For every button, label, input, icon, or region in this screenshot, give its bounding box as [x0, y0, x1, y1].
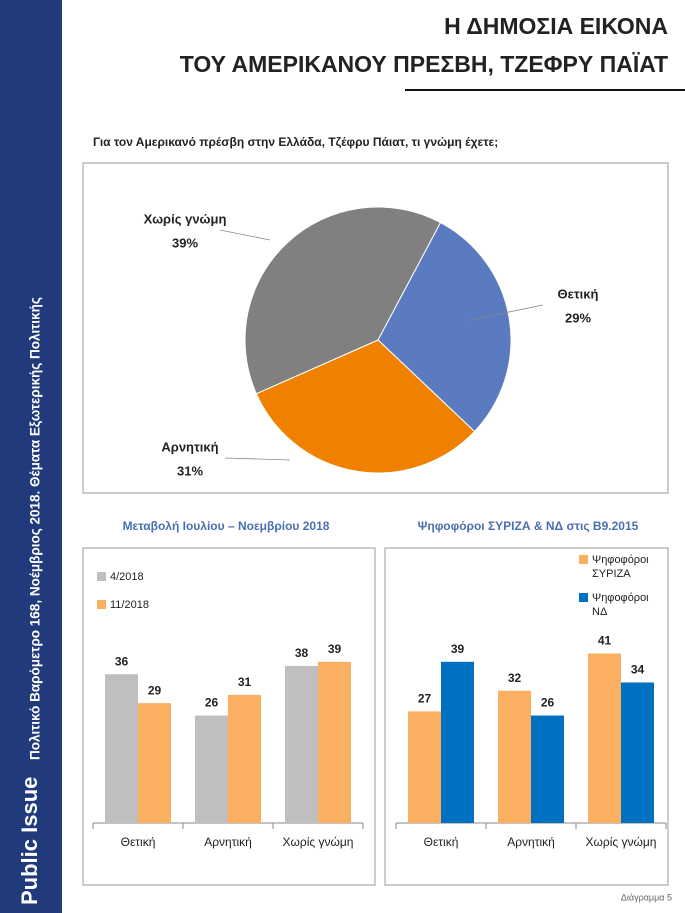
- chart-frame: [82, 547, 376, 886]
- pie-slice: [244, 206, 442, 395]
- brand: Public Issue: [17, 777, 42, 905]
- x-tick-label: Αρνητική: [204, 835, 252, 849]
- bar: [441, 661, 474, 823]
- chart-title: Μεταβολή Ιουλίου – Νοεμβρίου 2018: [123, 519, 330, 533]
- data-label: 26: [205, 696, 219, 710]
- title-line: ΤΟΥ ΑΜΕΡΙΚΑΝΟΥ ΠΡΕΣΒΗ, ΤΖΕΦΡΥ ΠΑΪΑΤ: [180, 51, 668, 77]
- bar: [588, 653, 621, 823]
- title-line: Η ΔΗΜΟΣΙΑ ΕΙΚΟΝΑ: [444, 13, 668, 39]
- legend-swatch: [97, 600, 106, 609]
- x-tick-label: Αρνητική: [507, 835, 555, 849]
- legend-label: Ψηφοφόροι ΣΥΡΙΖΑ: [592, 554, 649, 580]
- data-label: 38: [295, 646, 309, 660]
- data-label: 26: [541, 696, 555, 710]
- footer: Διάγραμμα 5: [621, 892, 672, 902]
- chart-title: Ψηφοφόροι ΣΥΡΙΖΑ & ΝΔ στις Β9.2015: [418, 519, 639, 533]
- data-label: 32: [508, 671, 522, 685]
- legend-entry: 4/2018: [110, 571, 144, 583]
- bar: [531, 715, 564, 823]
- data-label: 36: [115, 654, 129, 668]
- pie-frame: [82, 162, 669, 494]
- data-label: 34: [631, 663, 645, 677]
- legend-swatch: [97, 572, 106, 581]
- bar: [105, 674, 138, 823]
- data-label: 41: [598, 634, 612, 648]
- legend-swatch: [579, 593, 588, 602]
- slice-value: 39%: [172, 235, 198, 250]
- bar: [228, 694, 261, 823]
- chart-frame: [384, 547, 669, 886]
- data-label: 31: [238, 675, 252, 689]
- sidebar-caption: Πολιτικό Βαρόμετρο 168, Νοέμβριος 2018. …: [28, 297, 43, 760]
- bar: [318, 661, 351, 823]
- x-tick-label: Χωρίς γνώμη: [283, 835, 354, 849]
- bar: [408, 711, 441, 823]
- legend-entry: Ψηφοφόροι ΝΔ: [592, 592, 649, 618]
- data-label: 39: [328, 642, 342, 656]
- legend-entry: Ψηφοφόροι ΣΥΡΙΖΑ: [592, 554, 649, 580]
- bar: [195, 715, 228, 823]
- x-tick-label: Θετική: [424, 835, 459, 849]
- slice-value: 31%: [177, 463, 203, 478]
- pie-slice: [255, 339, 476, 474]
- x-tick-label: Θετική: [121, 835, 156, 849]
- bar: [498, 690, 531, 823]
- bar: [621, 682, 654, 823]
- legend-entry: 11/2018: [110, 599, 149, 611]
- pie-slice: [377, 221, 512, 433]
- legend-label: Ψηφοφόροι ΝΔ: [592, 592, 649, 618]
- bar: [285, 665, 318, 823]
- sidebar: [0, 0, 62, 913]
- slice-label: Χωρίς γνώμη: [144, 211, 227, 226]
- leader-line: [469, 304, 544, 321]
- slice-label: Αρνητική: [161, 439, 218, 454]
- bar: [138, 703, 171, 823]
- legend-label: 11/2018: [110, 599, 149, 611]
- slice-label: Θετική: [558, 286, 599, 301]
- data-label: 39: [451, 642, 465, 656]
- leader-line: [224, 457, 291, 461]
- question: Για τον Αμερικανό πρέσβη στην Ελλάδα, Τζ…: [93, 135, 498, 149]
- data-label: 29: [148, 683, 162, 697]
- legend-swatch: [579, 555, 588, 564]
- leader-line: [219, 229, 271, 241]
- data-label: 27: [418, 692, 432, 706]
- legend-label: 4/2018: [110, 571, 144, 583]
- slice-value: 29%: [565, 310, 591, 325]
- x-tick-label: Χωρίς γνώμη: [586, 835, 657, 849]
